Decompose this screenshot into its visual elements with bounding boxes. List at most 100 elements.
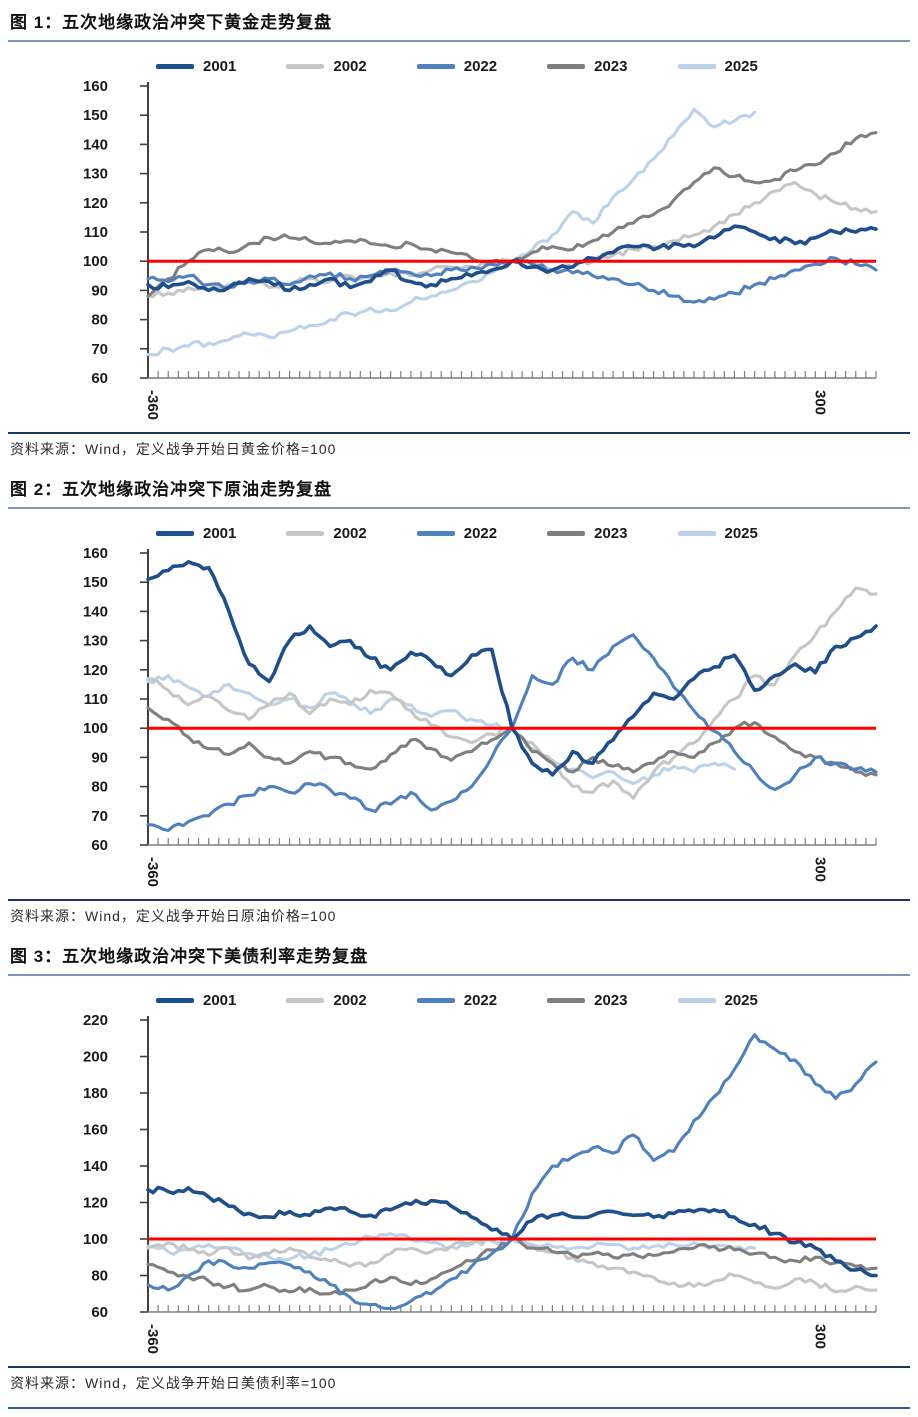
y-tick-label: 200 (83, 1049, 108, 1066)
series-2025-line (146, 107, 757, 357)
series-2001-line (146, 1185, 878, 1278)
y-tick-label: 80 (91, 312, 108, 329)
figure-3-source-note: 资料来源：Wind，定义战争开始日美债利率=100 (10, 1375, 337, 1391)
series-2001-line (146, 559, 878, 777)
legend-swatch-2022 (416, 530, 455, 536)
legend-swatch-2002 (286, 997, 325, 1003)
legend-label-2002: 2002 (333, 991, 367, 1009)
figure-1-title: 图 1：五次地缘政治冲突下黄金走势复盘 (8, 6, 910, 42)
legend-item-2022: 2022 (416, 991, 498, 1009)
y-tick-label: 90 (91, 282, 108, 299)
figure-3-section: 图 3：五次地缘政治冲突下美债利率走势复盘 2001 2002 2022 2023 20… (8, 940, 910, 1399)
legend-label-2001: 2001 (203, 524, 237, 542)
series-2023-line (146, 131, 878, 298)
series-2023-line (146, 706, 878, 778)
y-tick-label: 220 (83, 1012, 108, 1029)
legend-swatch-2025 (677, 530, 716, 536)
legend-item-2001: 2001 (156, 992, 236, 1009)
legend-label-2023: 2023 (594, 991, 628, 1009)
y-tick-label: 130 (83, 633, 108, 650)
y-tick-label: 110 (84, 691, 108, 708)
y-tick-label: 80 (91, 779, 108, 796)
legend-item-2025: 2025 (677, 57, 758, 75)
y-tick-label: 160 (83, 545, 108, 562)
series-2002-line (146, 586, 878, 800)
figure-1-source-note: 资料来源：Wind，定义战争开始日黄金价格=100 (10, 441, 337, 457)
legend-item-2002: 2002 (286, 57, 367, 75)
legend-swatch-2025 (677, 63, 716, 69)
legend-label-2002: 2002 (333, 57, 367, 75)
y-tick-label: 110 (84, 224, 108, 241)
legend-label-2022: 2022 (463, 524, 498, 542)
figure-2-legend: 2001 2002 2022 2023 2025 (156, 521, 910, 545)
figure-2-plot: 60 70 80 90 100 110 120 130 140 150 160 -360 300 (8, 545, 910, 897)
legend-item-2023: 2023 (547, 991, 628, 1009)
y-tick-label: 80 (91, 1268, 108, 1285)
legend-label-2001: 2001 (203, 57, 237, 75)
legend-item-2025: 2025 (677, 991, 758, 1009)
y-tick-label: 100 (83, 720, 108, 737)
y-tick-label: 120 (83, 1195, 108, 1212)
figure-3-legend: 2001 2002 2022 2023 2025 (156, 988, 910, 1012)
legend-swatch-2022 (416, 997, 455, 1003)
figure-2-rule (8, 899, 910, 901)
legend-swatch-2001 (156, 530, 194, 536)
legend-label-2025: 2025 (724, 57, 758, 75)
legend-label-2025: 2025 (724, 991, 758, 1009)
y-tick-label: 160 (83, 1122, 108, 1139)
legend-swatch-2023 (547, 997, 586, 1003)
y-tick-label: 140 (83, 136, 108, 153)
figure-2-source-note: 资料来源：Wind，定义战争开始日原油价格=100 (10, 908, 337, 924)
y-tick-label: 150 (83, 574, 108, 591)
legend-item-2002: 2002 (286, 524, 367, 542)
legend-label-2022: 2022 (463, 991, 498, 1009)
y-tick-label: 120 (83, 662, 108, 679)
figure-1-svg: 60 70 80 90 100 110 120 130 140 150 160 -360 300 (83, 78, 878, 420)
y-tick-label: 150 (83, 107, 108, 124)
series-2022-line (146, 1033, 878, 1310)
y-tick-label: 100 (83, 1231, 108, 1248)
legend-item-2023: 2023 (547, 57, 628, 75)
legend-label-2025: 2025 (724, 524, 758, 542)
x-tick-label: 300 (811, 1324, 828, 1349)
legend-swatch-2025 (677, 997, 716, 1003)
figure-1-rule (8, 432, 910, 434)
legend-label-2023: 2023 (594, 524, 628, 542)
figure-3-svg: 60 80 100 120 140 160 180 200 220 -360 300 (83, 1012, 878, 1354)
figure-3-plot: 60 80 100 120 140 160 180 200 220 -360 300 (8, 1012, 910, 1364)
legend-item-2001: 2001 (156, 525, 236, 542)
series-2025-line (146, 674, 736, 786)
y-tick-label: 140 (83, 603, 108, 620)
legend-label-2001: 2001 (203, 991, 237, 1009)
figure-2-section: 图 2：五次地缘政治冲突下原油走势复盘 2001 2002 2022 2023 2025… (8, 473, 910, 932)
legend-item-2022: 2022 (416, 57, 498, 75)
y-tick-label: 70 (91, 808, 108, 825)
y-tick-label: 100 (83, 253, 108, 270)
legend-label-2022: 2022 (463, 57, 498, 75)
y-tick-label: 60 (91, 370, 108, 387)
page-bottom-rule (8, 1407, 910, 1409)
y-tick-label: 130 (83, 166, 108, 183)
figure-2-svg: 60 70 80 90 100 110 120 130 140 150 160 -360 300 (83, 545, 878, 887)
y-tick-label: 60 (91, 1304, 108, 1321)
legend-label-2023: 2023 (594, 57, 628, 75)
figure-3-rule (8, 1366, 910, 1368)
figure-1-plot: 60 70 80 90 100 110 120 130 140 150 160 -360 300 (8, 78, 910, 430)
figure-1-legend: 2001 2002 2022 2023 2025 (156, 54, 910, 78)
y-tick-label: 70 (91, 341, 108, 358)
legend-swatch-2002 (286, 530, 325, 536)
legend-item-2001: 2001 (156, 58, 236, 75)
figure-1-section: 图 1：五次地缘政治冲突下黄金走势复盘 2001 2002 2022 2023 2025… (8, 6, 910, 465)
y-tick-label: 60 (91, 837, 108, 854)
y-tick-label: 160 (83, 78, 108, 95)
legend-item-2023: 2023 (547, 524, 628, 542)
x-tick-label: -360 (144, 390, 161, 420)
y-tick-label: 120 (83, 195, 108, 212)
legend-label-2002: 2002 (333, 524, 367, 542)
legend-swatch-2002 (286, 63, 325, 69)
legend-item-2002: 2002 (286, 991, 367, 1009)
legend-swatch-2022 (416, 63, 455, 69)
figure-3-title: 图 3：五次地缘政治冲突下美债利率走势复盘 (8, 940, 910, 976)
legend-swatch-2023 (547, 530, 586, 536)
legend-item-2022: 2022 (416, 524, 498, 542)
